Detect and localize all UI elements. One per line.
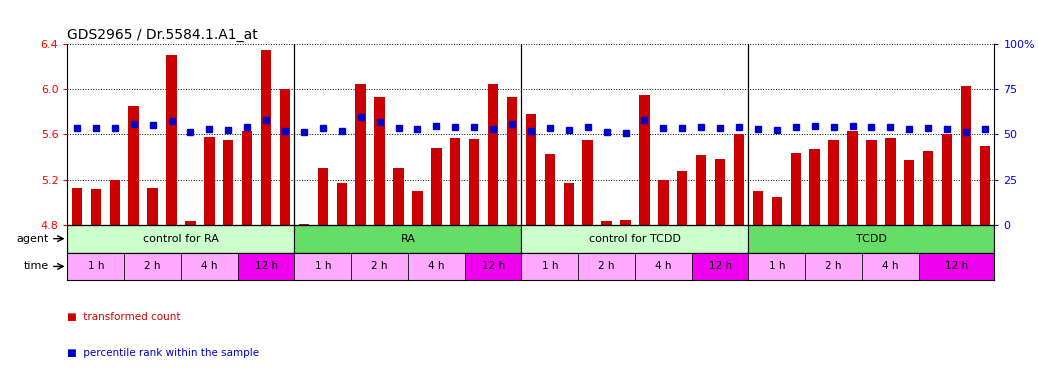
Bar [919, 253, 994, 280]
Bar [691, 253, 748, 280]
Bar [658, 180, 668, 225]
Text: control for RA: control for RA [143, 233, 219, 243]
Text: 2 h: 2 h [144, 262, 161, 271]
Bar [791, 152, 801, 225]
Bar [862, 253, 919, 280]
Bar [521, 253, 578, 280]
Bar [125, 253, 181, 280]
Text: 2 h: 2 h [825, 262, 842, 271]
Text: 1 h: 1 h [315, 262, 331, 271]
Bar [715, 159, 726, 225]
Bar [129, 106, 139, 225]
Bar [393, 168, 404, 225]
Text: time: time [24, 262, 49, 271]
Bar [204, 137, 215, 225]
Bar [545, 154, 555, 225]
Text: agent: agent [17, 233, 49, 243]
Bar [734, 134, 744, 225]
Bar [242, 131, 252, 225]
Bar [166, 55, 176, 225]
Bar [318, 168, 328, 225]
Bar [299, 223, 309, 225]
Text: 12 h: 12 h [482, 262, 504, 271]
Bar [639, 95, 650, 225]
Text: control for TCDD: control for TCDD [589, 233, 681, 243]
Bar [696, 155, 707, 225]
Text: 4 h: 4 h [655, 262, 672, 271]
Bar [828, 140, 839, 225]
Bar [181, 253, 238, 280]
Bar [521, 225, 748, 253]
Text: 12 h: 12 h [254, 262, 277, 271]
Bar [748, 225, 994, 253]
Text: 12 h: 12 h [709, 262, 732, 271]
Bar [601, 221, 611, 225]
Bar [110, 180, 120, 225]
Bar [621, 220, 631, 225]
Bar [336, 183, 347, 225]
Bar [578, 253, 635, 280]
Bar [355, 84, 365, 225]
Bar [261, 50, 271, 225]
Bar [677, 170, 687, 225]
Bar [488, 84, 498, 225]
Bar [67, 225, 295, 253]
Bar [465, 253, 521, 280]
Bar [771, 197, 782, 225]
Bar [375, 97, 385, 225]
Bar [295, 253, 351, 280]
Bar [805, 253, 862, 280]
Text: ■  percentile rank within the sample: ■ percentile rank within the sample [67, 348, 260, 358]
Text: TCDD: TCDD [856, 233, 886, 243]
Text: 4 h: 4 h [428, 262, 444, 271]
Text: ■  transformed count: ■ transformed count [67, 312, 181, 322]
Text: RA: RA [401, 233, 415, 243]
Bar [582, 140, 593, 225]
Text: 1 h: 1 h [87, 262, 104, 271]
Bar [469, 139, 480, 225]
Text: 4 h: 4 h [882, 262, 899, 271]
Bar [847, 131, 857, 225]
Bar [961, 86, 972, 225]
Bar [923, 151, 933, 225]
Bar [507, 97, 517, 225]
Bar [67, 253, 125, 280]
Bar [980, 146, 990, 225]
Bar [885, 138, 896, 225]
Bar [431, 148, 441, 225]
Bar [147, 187, 158, 225]
Text: 12 h: 12 h [945, 262, 968, 271]
Bar [72, 187, 82, 225]
Bar [525, 114, 537, 225]
Bar [185, 221, 195, 225]
Text: 2 h: 2 h [372, 262, 388, 271]
Bar [408, 253, 465, 280]
Bar [753, 191, 763, 225]
Text: 1 h: 1 h [542, 262, 558, 271]
Bar [904, 161, 914, 225]
Bar [223, 140, 234, 225]
Bar [450, 138, 461, 225]
Bar [564, 183, 574, 225]
Bar [941, 134, 952, 225]
Bar [810, 149, 820, 225]
Bar [635, 253, 691, 280]
Bar [412, 191, 422, 225]
Bar [90, 189, 101, 225]
Bar [351, 253, 408, 280]
Text: 4 h: 4 h [201, 262, 218, 271]
Text: GDS2965 / Dr.5584.1.A1_at: GDS2965 / Dr.5584.1.A1_at [67, 28, 258, 42]
Bar [238, 253, 295, 280]
Text: 2 h: 2 h [598, 262, 614, 271]
Bar [295, 225, 521, 253]
Bar [280, 89, 291, 225]
Bar [748, 253, 805, 280]
Bar [867, 140, 877, 225]
Text: 1 h: 1 h [768, 262, 785, 271]
